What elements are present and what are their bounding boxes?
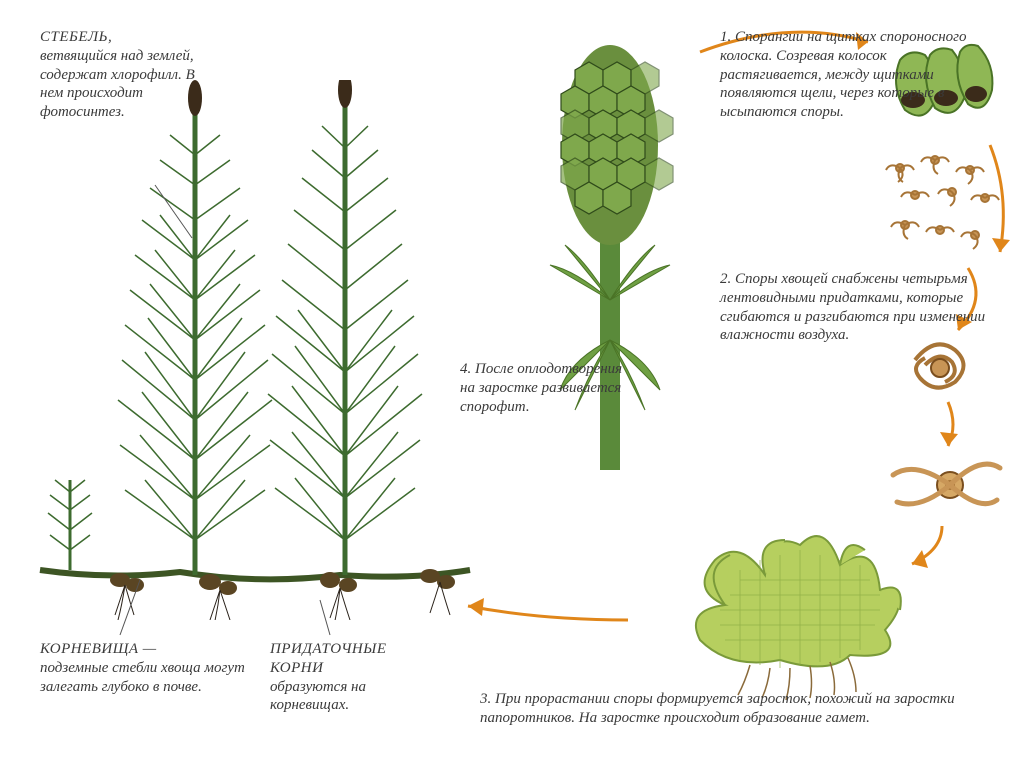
label-roots-body: образуются на корневищах. <box>270 679 366 714</box>
label-roots-head: ПРИДАТОЧНЫЕ КОРНИ <box>270 641 386 676</box>
label-spores-body: Споры хвощей снабжены четырьмя лентовидн… <box>720 271 985 343</box>
label-spores: 2. Споры хвощей снабжены четырьмя лентов… <box>720 270 990 345</box>
label-prothallus-num: 3. <box>480 691 491 707</box>
label-sporangia-num: 1. <box>720 29 731 45</box>
label-rhizome-head: КОРНЕВИЩА — <box>40 641 157 657</box>
label-sporangia-body: Спорангии на щитках спороносного колоска… <box>720 29 967 120</box>
label-sporophyte-num: 4. <box>460 361 471 377</box>
label-prothallus: 3. При прорастании споры формируется зар… <box>480 690 1000 728</box>
label-sporangia: 1. Спорангии на щитках спороносного коло… <box>720 28 990 122</box>
label-sporophyte: 4. После оплодотворения на заростке разв… <box>460 360 630 416</box>
label-spores-num: 2. <box>720 271 731 287</box>
label-rhizome: КОРНЕВИЩА — подземные стебли хвоща могут… <box>40 640 250 696</box>
label-rhizome-body: подземные стебли хвоща могут залегать гл… <box>40 660 245 695</box>
label-sporophyte-body: После оплодотворения на заростке развива… <box>460 361 622 415</box>
label-roots: ПРИДАТОЧНЫЕ КОРНИ образуются на корневищ… <box>270 640 440 715</box>
label-stem-head: СТЕБЕЛЬ, <box>40 29 112 45</box>
label-stem-body: ветвящийся над землей, содержат хлорофил… <box>40 48 195 120</box>
label-prothallus-body: При прорастании споры формируется зарост… <box>480 691 955 726</box>
label-stem: СТЕБЕЛЬ, ветвящийся над землей, содержат… <box>40 28 200 122</box>
